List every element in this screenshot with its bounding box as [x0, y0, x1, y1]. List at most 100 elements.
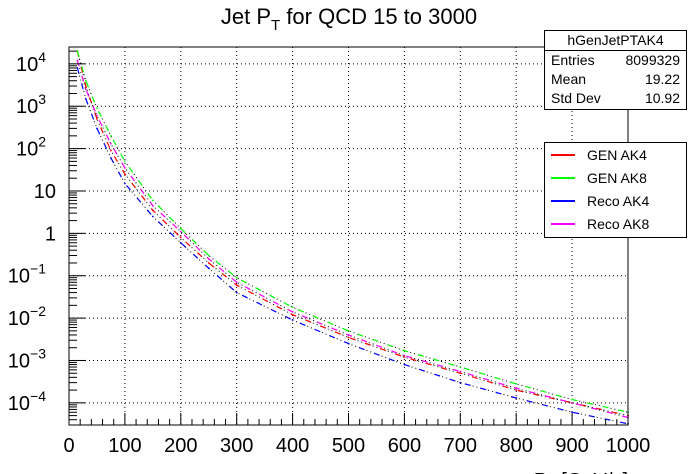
data-point [179, 236, 182, 239]
x-tick-label: 800 [500, 435, 533, 457]
x-axis-label: PT [GeV/c] [534, 470, 628, 474]
data-point [76, 59, 79, 62]
x-tick-label: 300 [220, 435, 253, 457]
data-point [124, 160, 126, 163]
y-tick-label: 103 [16, 91, 46, 118]
data-point [124, 173, 126, 176]
stats-row-stddev: Std Dev 10.92 [551, 90, 680, 106]
x-tick-label: 400 [276, 435, 309, 457]
data-point [151, 204, 154, 207]
legend-swatch [551, 176, 575, 179]
data-point [84, 88, 87, 91]
data-point [459, 366, 462, 368]
data-point [235, 276, 238, 279]
data-point [347, 342, 350, 345]
stats-row-mean: Mean 19.22 [551, 71, 680, 87]
data-point [179, 227, 182, 230]
legend-item-gen-ak8: GEN AK8 [545, 166, 686, 189]
x-tick-label: 600 [388, 435, 421, 457]
data-point [347, 336, 350, 339]
y-tick-label: 10−2 [8, 303, 46, 330]
data-point [459, 372, 462, 375]
data-point [515, 389, 518, 391]
data-point [571, 411, 573, 414]
stats-title: hGenJetPTAK4 [545, 31, 686, 51]
data-point [110, 157, 112, 159]
data-point [235, 284, 238, 287]
data-point [124, 182, 126, 185]
data-point [403, 356, 406, 359]
x-tick-label: 500 [332, 435, 365, 457]
series-connector [76, 50, 629, 413]
data-point [96, 118, 98, 120]
data-point [179, 230, 182, 233]
data-point [347, 329, 350, 332]
x-tick-label: 100 [108, 435, 141, 457]
data-point [347, 334, 350, 336]
data-point [207, 267, 210, 270]
legend: GEN AK4 GEN AK8 Reco AK4 Reco AK8 [544, 142, 687, 238]
x-tick-label: 700 [444, 435, 477, 457]
x-tick-labels: 0 100 200 300 400 500 600 700 800 900 1000 [63, 435, 650, 457]
data-point [403, 354, 406, 357]
chart-title: Jet PT for QCD 15 to 3000 [221, 4, 477, 34]
series-connector [76, 67, 629, 425]
data-point [291, 319, 294, 321]
x-tick-label: 900 [555, 435, 588, 457]
legend-swatch [551, 199, 575, 202]
data-point [151, 199, 154, 202]
data-point [179, 241, 182, 244]
data-point [110, 142, 112, 145]
y-tick-label: 10−3 [8, 345, 46, 372]
y-tick-label: 10 [34, 181, 56, 203]
data-point [291, 306, 294, 309]
data-point [96, 107, 98, 110]
data-point [110, 134, 112, 137]
data-point [124, 167, 126, 169]
data-point [207, 262, 210, 264]
data-point [291, 311, 294, 313]
data-point [84, 97, 87, 100]
data-point [151, 209, 154, 212]
x-tick-label: 0 [63, 435, 74, 457]
axis-ticks [68, 50, 629, 426]
data-point [110, 149, 112, 152]
x-tick-label: 200 [164, 435, 197, 457]
series-line-reco-ak8 [76, 60, 629, 419]
data-point [84, 79, 87, 82]
data-point [207, 254, 210, 257]
y-tick-label: 102 [16, 134, 46, 161]
series-connector [76, 60, 629, 418]
y-tick-label: 10−4 [8, 388, 46, 415]
data-point [459, 381, 462, 384]
stats-row-entries: Entries 8099329 [551, 52, 680, 68]
data-point [571, 401, 573, 404]
legend-swatch [551, 153, 575, 156]
y-tick-label: 10−1 [8, 261, 46, 288]
series-line-gen-ak4 [76, 50, 629, 417]
data-point [235, 291, 238, 294]
data-point [84, 85, 87, 87]
data-point [403, 349, 406, 352]
data-point [515, 382, 518, 385]
series-group [76, 50, 629, 425]
legend-item-reco-ak8: Reco AK8 [545, 212, 686, 235]
data-point [403, 363, 406, 366]
data-point [151, 215, 154, 218]
legend-item-reco-ak4: Reco AK4 [545, 189, 686, 212]
legend-item-gen-ak4: GEN AK4 [545, 143, 686, 166]
stats-box: hGenJetPTAK4 Entries 8099329 Mean 19.22 … [544, 30, 687, 110]
data-point [515, 397, 518, 399]
data-point [515, 387, 518, 390]
data-point [235, 281, 238, 284]
legend-swatch [551, 222, 575, 225]
data-point [291, 313, 294, 316]
x-tick-label: 1000 [606, 435, 651, 457]
data-point [571, 398, 573, 401]
y-tick-label: 1 [45, 223, 56, 245]
data-point [207, 257, 210, 260]
data-point [96, 114, 98, 117]
series-line-reco-ak4 [76, 67, 629, 425]
